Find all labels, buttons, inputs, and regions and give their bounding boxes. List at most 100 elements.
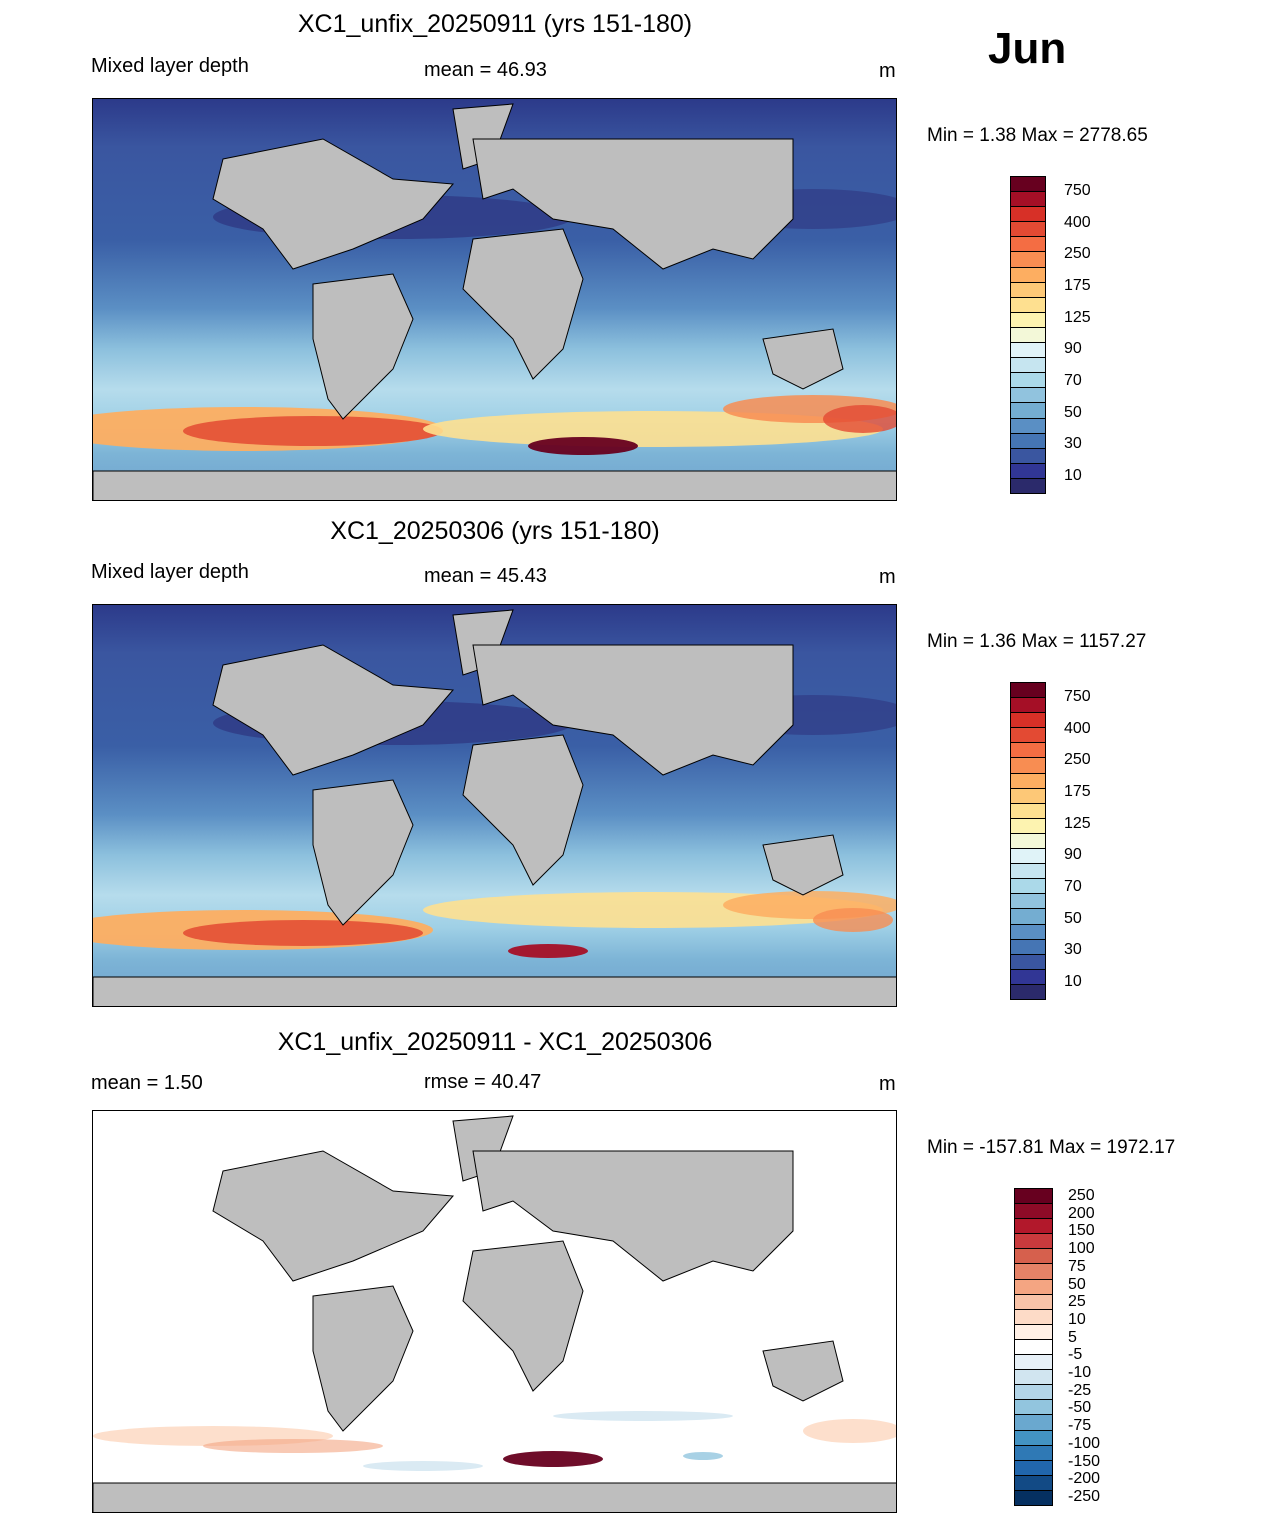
panel-3-map bbox=[92, 1110, 897, 1513]
colorbar-swatch bbox=[1014, 1399, 1053, 1416]
colorbar-tick-label: 200 bbox=[1068, 1204, 1095, 1222]
colorbar-tick-label: 50 bbox=[1068, 1275, 1086, 1293]
colorbar-swatch bbox=[1014, 1489, 1053, 1506]
colorbar-swatch bbox=[1010, 206, 1046, 223]
colorbar-swatch bbox=[1014, 1233, 1053, 1250]
colorbar-tick-label: 30 bbox=[1064, 941, 1082, 959]
colorbar-swatch bbox=[1010, 712, 1046, 729]
colorbar-swatch bbox=[1010, 757, 1046, 774]
colorbar-swatch bbox=[1014, 1429, 1053, 1446]
colorbar-tick-label: 125 bbox=[1064, 308, 1091, 326]
panel-1-variable-label: Mixed layer depth bbox=[91, 55, 249, 77]
colorbar-tick-label: 5 bbox=[1068, 1328, 1077, 1346]
colorbar-tick-label: 90 bbox=[1064, 340, 1082, 358]
colorbar-tick-label: 10 bbox=[1068, 1310, 1086, 1328]
colorbar-swatch bbox=[1010, 432, 1046, 449]
colorbar-swatch bbox=[1010, 968, 1046, 985]
panel-3-title: XC1_unfix_20250911 - XC1_20250306 bbox=[277, 1028, 713, 1056]
colorbar-tick-label: 70 bbox=[1064, 878, 1082, 895]
colorbar-swatch bbox=[1010, 462, 1046, 479]
colorbar-tick-label: -25 bbox=[1068, 1381, 1092, 1399]
colorbar-swatch bbox=[1010, 326, 1046, 344]
colorbar-tick-label: 50 bbox=[1064, 909, 1082, 927]
colorbar-swatch bbox=[1010, 447, 1046, 464]
colorbar-tick-label: 125 bbox=[1064, 814, 1091, 832]
panel-3-mean-label: mean = 1.50 bbox=[91, 1072, 203, 1094]
colorbar-swatch bbox=[1010, 893, 1046, 910]
colorbar-swatch bbox=[1010, 742, 1046, 759]
colorbar-swatch bbox=[1014, 1338, 1053, 1356]
colorbar-tick-label: 750 bbox=[1064, 688, 1091, 705]
colorbar-swatch bbox=[1010, 266, 1046, 283]
colorbar-tick-label: 400 bbox=[1064, 719, 1091, 737]
colorbar-swatch bbox=[1010, 477, 1046, 494]
panel-2-map bbox=[92, 604, 897, 1007]
panel-2-mean-label: mean = 45.43 bbox=[424, 565, 547, 587]
colorbar-swatch bbox=[1010, 802, 1046, 819]
panel-3-units-label: m bbox=[879, 1073, 896, 1095]
colorbar-swatch bbox=[1010, 938, 1046, 955]
colorbar-swatch bbox=[1010, 953, 1046, 970]
panel-1-units-label: m bbox=[879, 60, 896, 82]
colorbar-tick-label: 50 bbox=[1064, 403, 1082, 421]
colorbar-swatch bbox=[1010, 697, 1046, 714]
panel-1-minmax-label: Min = 1.38 Max = 2778.65 bbox=[927, 125, 1148, 146]
panel-2-minmax-label: Min = 1.36 Max = 1157.27 bbox=[927, 631, 1147, 652]
colorbar-swatch bbox=[1010, 296, 1046, 313]
month-label: Jun bbox=[988, 24, 1067, 73]
colorbar-swatch bbox=[1014, 1308, 1053, 1325]
colorbar-swatch bbox=[1010, 772, 1046, 789]
colorbar-swatch bbox=[1010, 923, 1046, 940]
colorbar-swatch bbox=[1014, 1278, 1053, 1295]
panel-3-rmse-label: rmse = 40.47 bbox=[424, 1071, 542, 1093]
colorbar-swatch bbox=[1010, 787, 1046, 804]
colorbar-tick-label: 175 bbox=[1064, 783, 1091, 800]
colorbar-swatch bbox=[1010, 387, 1046, 404]
colorbar-tick-label: 30 bbox=[1064, 435, 1082, 453]
colorbar-tick-label: 10 bbox=[1064, 973, 1082, 990]
colorbar-tick-label: 150 bbox=[1068, 1222, 1095, 1240]
colorbar-swatch bbox=[1010, 727, 1046, 744]
colorbar-swatch bbox=[1014, 1444, 1053, 1461]
colorbar-swatch bbox=[1014, 1218, 1053, 1235]
colorbar-tick-label: 250 bbox=[1068, 1187, 1095, 1204]
colorbar-swatch bbox=[1010, 251, 1046, 268]
colorbar-swatch bbox=[1014, 1414, 1053, 1431]
colorbar-swatch bbox=[1010, 878, 1046, 895]
colorbar-swatch bbox=[1010, 342, 1046, 359]
colorbar-tick-label: 10 bbox=[1064, 467, 1082, 484]
colorbar-tick-label: -200 bbox=[1068, 1470, 1101, 1488]
colorbar-swatch bbox=[1010, 236, 1046, 253]
colorbar-swatch bbox=[1014, 1188, 1053, 1205]
colorbar-tick-label: 250 bbox=[1064, 245, 1091, 263]
colorbar-swatch bbox=[1014, 1384, 1053, 1401]
colorbar-tick-label: -10 bbox=[1068, 1364, 1092, 1382]
panel-2-units-label: m bbox=[879, 566, 896, 588]
colorbar-tick-label: 400 bbox=[1064, 213, 1091, 231]
colorbar-swatch bbox=[1014, 1369, 1053, 1386]
colorbar-swatch bbox=[1010, 863, 1046, 880]
colorbar-swatch bbox=[1010, 357, 1046, 374]
colorbar-tick-label: -150 bbox=[1068, 1452, 1101, 1470]
colorbar-swatch bbox=[1010, 832, 1046, 850]
colorbar-tick-label: -75 bbox=[1068, 1417, 1092, 1435]
colorbar-swatch bbox=[1010, 682, 1046, 699]
colorbar-tick-label: -50 bbox=[1068, 1399, 1092, 1417]
colorbar-swatch bbox=[1014, 1354, 1053, 1371]
colorbar-tick-label: 100 bbox=[1068, 1240, 1095, 1258]
colorbar-swatch bbox=[1014, 1203, 1053, 1220]
colorbar-tick-label: 750 bbox=[1064, 182, 1091, 199]
colorbar-swatch bbox=[1010, 983, 1046, 1000]
colorbar-swatch bbox=[1014, 1459, 1053, 1476]
panel-3-minmax-label: Min = -157.81 Max = 1972.17 bbox=[927, 1137, 1176, 1158]
colorbar-swatch bbox=[1010, 372, 1046, 389]
colorbar-swatch bbox=[1010, 908, 1046, 925]
colorbar-swatch bbox=[1010, 417, 1046, 434]
colorbar-tick-label: -100 bbox=[1068, 1434, 1101, 1452]
colorbar-tick-label: 175 bbox=[1064, 277, 1091, 294]
panel-2-title: XC1_20250306 (yrs 151-180) bbox=[330, 517, 660, 545]
panel-2-variable-label: Mixed layer depth bbox=[91, 561, 249, 583]
colorbar-swatch bbox=[1014, 1293, 1053, 1310]
colorbar-swatch bbox=[1010, 311, 1046, 328]
colorbar-swatch bbox=[1010, 817, 1046, 834]
